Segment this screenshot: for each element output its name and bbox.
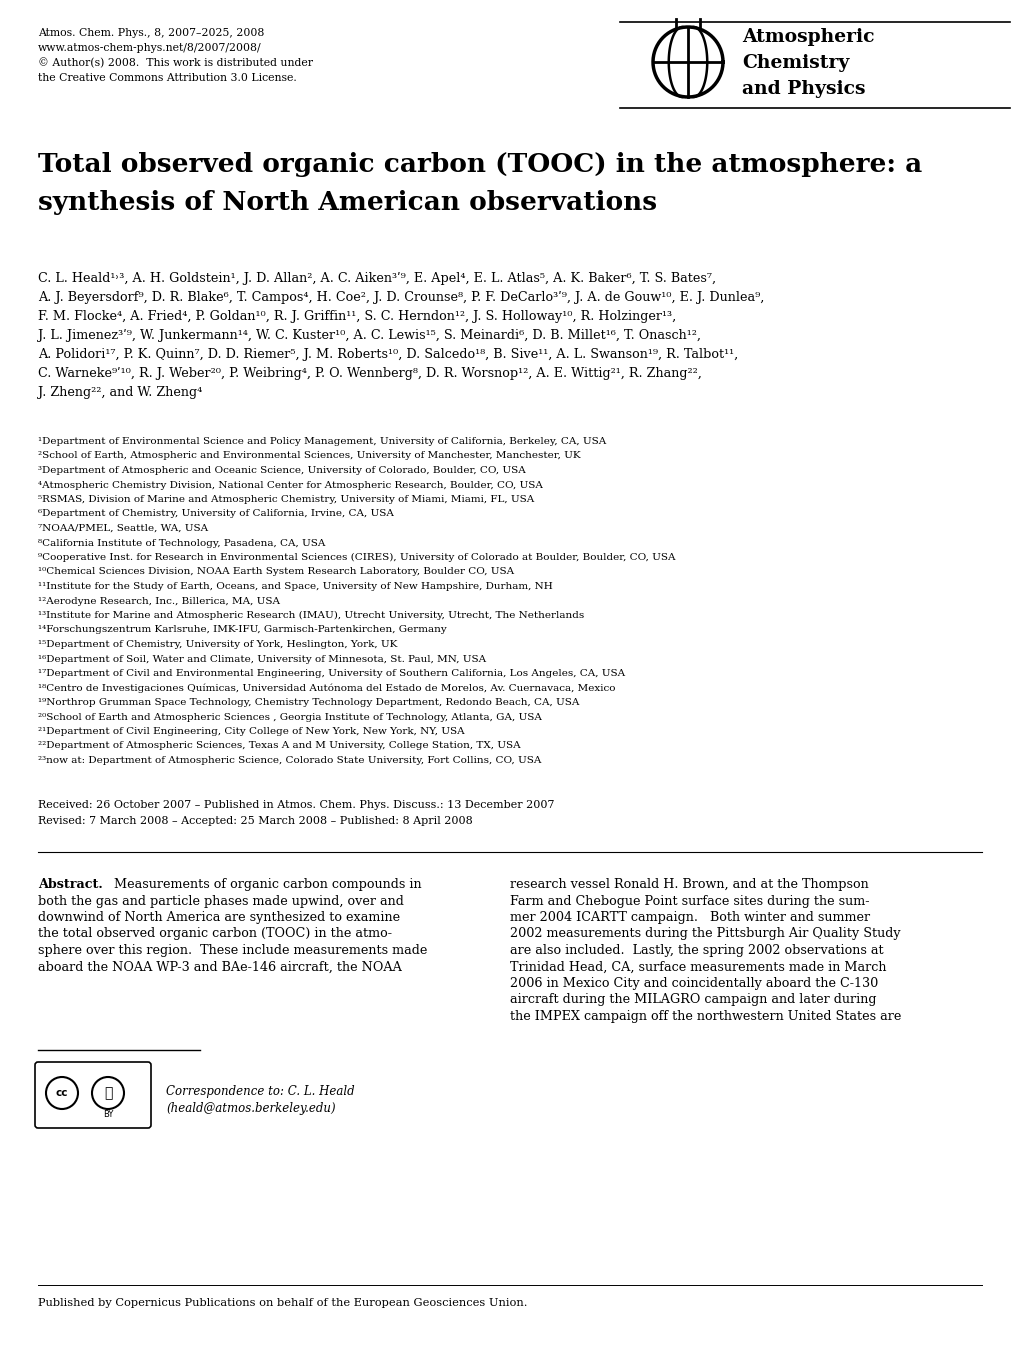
Text: sphere over this region.  These include measurements made: sphere over this region. These include m… (38, 944, 427, 958)
Text: Received: 26 October 2007 – Published in Atmos. Chem. Phys. Discuss.: 13 Decembe: Received: 26 October 2007 – Published in… (38, 800, 554, 810)
Text: A. J. Beyersdorf⁹, D. R. Blake⁶, T. Campos⁴, H. Coe², J. D. Crounse⁸, P. F. DeCa: A. J. Beyersdorf⁹, D. R. Blake⁶, T. Camp… (38, 291, 763, 304)
Text: www.atmos-chem-phys.net/8/2007/2008/: www.atmos-chem-phys.net/8/2007/2008/ (38, 43, 261, 52)
Text: cc: cc (56, 1088, 68, 1098)
Text: research vessel Ronald H. Brown, and at the Thompson: research vessel Ronald H. Brown, and at … (510, 878, 868, 890)
Text: Revised: 7 March 2008 – Accepted: 25 March 2008 – Published: 8 April 2008: Revised: 7 March 2008 – Accepted: 25 Mar… (38, 816, 472, 826)
Text: C. L. Heald¹˒³, A. H. Goldstein¹, J. D. Allan², A. C. Aiken³ʹ⁹, E. Apel⁴, E. L. : C. L. Heald¹˒³, A. H. Goldstein¹, J. D. … (38, 272, 715, 285)
Text: BY: BY (103, 1110, 113, 1119)
Text: ²School of Earth, Atmospheric and Environmental Sciences, University of Manchest: ²School of Earth, Atmospheric and Enviro… (38, 452, 580, 460)
Text: Published by Copernicus Publications on behalf of the European Geosciences Union: Published by Copernicus Publications on … (38, 1298, 527, 1307)
Text: ²¹Department of Civil Engineering, City College of New York, New York, NY, USA: ²¹Department of Civil Engineering, City … (38, 728, 465, 736)
FancyBboxPatch shape (35, 1063, 151, 1128)
Text: ¹¹Institute for the Study of Earth, Oceans, and Space, University of New Hampshi: ¹¹Institute for the Study of Earth, Ocea… (38, 582, 552, 590)
Text: ²⁰School of Earth and Atmospheric Sciences , Georgia Institute of Technology, At: ²⁰School of Earth and Atmospheric Scienc… (38, 713, 541, 721)
Text: Trinidad Head, CA, surface measurements made in March: Trinidad Head, CA, surface measurements … (510, 960, 886, 974)
Text: synthesis of North American observations: synthesis of North American observations (38, 190, 656, 215)
Text: Correspondence to: C. L. Heald: Correspondence to: C. L. Heald (166, 1085, 355, 1098)
Text: ⁴Atmospheric Chemistry Division, National Center for Atmospheric Research, Bould: ⁴Atmospheric Chemistry Division, Nationa… (38, 480, 542, 490)
Text: ⁵RSMAS, Division of Marine and Atmospheric Chemistry, University of Miami, Miami: ⁵RSMAS, Division of Marine and Atmospher… (38, 495, 534, 504)
Text: ⁸California Institute of Technology, Pasadena, CA, USA: ⁸California Institute of Technology, Pas… (38, 538, 325, 547)
Text: ¹³Institute for Marine and Atmospheric Research (IMAU), Utrecht University, Utre: ¹³Institute for Marine and Atmospheric R… (38, 611, 584, 620)
Text: ¹⁵Department of Chemistry, University of York, Heslington, York, UK: ¹⁵Department of Chemistry, University of… (38, 640, 397, 650)
Text: ²³now at: Department of Atmospheric Science, Colorado State University, Fort Col: ²³now at: Department of Atmospheric Scie… (38, 756, 541, 765)
Text: both the gas and particle phases made upwind, over and: both the gas and particle phases made up… (38, 894, 404, 908)
Text: and Physics: and Physics (741, 79, 865, 98)
Text: (heald@atmos.berkeley.edu): (heald@atmos.berkeley.edu) (166, 1102, 335, 1115)
Text: ³Department of Atmospheric and Oceanic Science, University of Colorado, Boulder,: ³Department of Atmospheric and Oceanic S… (38, 465, 525, 475)
Text: © Author(s) 2008.  This work is distributed under: © Author(s) 2008. This work is distribut… (38, 58, 313, 69)
Text: ¹Department of Environmental Science and Policy Management, University of Califo: ¹Department of Environmental Science and… (38, 437, 605, 447)
Text: ¹⁸Centro de Investigaciones Químicas, Universidad Autónoma del Estado de Morelos: ¹⁸Centro de Investigaciones Químicas, Un… (38, 683, 614, 693)
Text: Atmospheric: Atmospheric (741, 28, 873, 46)
Text: the total observed organic carbon (TOOC) in the atmo-: the total observed organic carbon (TOOC)… (38, 928, 391, 940)
Text: ¹⁰Chemical Sciences Division, NOAA Earth System Research Laboratory, Boulder CO,: ¹⁰Chemical Sciences Division, NOAA Earth… (38, 568, 514, 577)
Text: A. Polidori¹⁷, P. K. Quinn⁷, D. D. Riemer⁵, J. M. Roberts¹⁰, D. Salcedo¹⁸, B. Si: A. Polidori¹⁷, P. K. Quinn⁷, D. D. Rieme… (38, 348, 738, 360)
Text: ²²Department of Atmospheric Sciences, Texas A and M University, College Station,: ²²Department of Atmospheric Sciences, Te… (38, 741, 520, 751)
Text: ¹⁶Department of Soil, Water and Climate, University of Minnesota, St. Paul, MN, : ¹⁶Department of Soil, Water and Climate,… (38, 655, 486, 663)
Text: ¹²Aerodyne Research, Inc., Billerica, MA, USA: ¹²Aerodyne Research, Inc., Billerica, MA… (38, 596, 280, 605)
Text: Measurements of organic carbon compounds in: Measurements of organic carbon compounds… (106, 878, 421, 890)
Text: ⁷NOAA/PMEL, Seattle, WA, USA: ⁷NOAA/PMEL, Seattle, WA, USA (38, 525, 208, 533)
Text: F. M. Flocke⁴, A. Fried⁴, P. Goldan¹⁰, R. J. Griffin¹¹, S. C. Herndon¹², J. S. H: F. M. Flocke⁴, A. Fried⁴, P. Goldan¹⁰, R… (38, 309, 676, 323)
Text: 2002 measurements during the Pittsburgh Air Quality Study: 2002 measurements during the Pittsburgh … (510, 928, 900, 940)
Text: ¹⁷Department of Civil and Environmental Engineering, University of Southern Cali: ¹⁷Department of Civil and Environmental … (38, 668, 625, 678)
Text: aboard the NOAA WP-3 and BAe-146 aircraft, the NOAA: aboard the NOAA WP-3 and BAe-146 aircraf… (38, 960, 401, 974)
Text: Total observed organic carbon (TOOC) in the atmosphere: a: Total observed organic carbon (TOOC) in … (38, 152, 921, 178)
Text: Farm and Chebogue Point surface sites during the sum-: Farm and Chebogue Point surface sites du… (510, 894, 868, 908)
Text: Abstract.: Abstract. (38, 878, 103, 890)
Text: ¹⁴Forschungszentrum Karlsruhe, IMK-IFU, Garmisch-Partenkirchen, Germany: ¹⁴Forschungszentrum Karlsruhe, IMK-IFU, … (38, 625, 446, 635)
Text: ¹⁹Northrop Grumman Space Technology, Chemistry Technology Department, Redondo Be: ¹⁹Northrop Grumman Space Technology, Che… (38, 698, 579, 707)
Text: Chemistry: Chemistry (741, 54, 849, 73)
Text: mer 2004 ICARTT campaign.   Both winter and summer: mer 2004 ICARTT campaign. Both winter an… (510, 911, 869, 924)
Text: are also included.  Lastly, the spring 2002 observations at: are also included. Lastly, the spring 20… (510, 944, 882, 958)
Text: Ⓑ: Ⓑ (104, 1085, 112, 1100)
Text: aircraft during the MILAGRO campaign and later during: aircraft during the MILAGRO campaign and… (510, 994, 875, 1006)
Text: the Creative Commons Attribution 3.0 License.: the Creative Commons Attribution 3.0 Lic… (38, 73, 297, 83)
Text: downwind of North America are synthesized to examine: downwind of North America are synthesize… (38, 911, 399, 924)
Text: ⁶Department of Chemistry, University of California, Irvine, CA, USA: ⁶Department of Chemistry, University of … (38, 510, 393, 519)
Text: J. Zheng²², and W. Zheng⁴: J. Zheng²², and W. Zheng⁴ (38, 386, 202, 399)
Text: the IMPEX campaign off the northwestern United States are: the IMPEX campaign off the northwestern … (510, 1010, 901, 1024)
Text: Atmos. Chem. Phys., 8, 2007–2025, 2008: Atmos. Chem. Phys., 8, 2007–2025, 2008 (38, 28, 264, 38)
Text: 2006 in Mexico City and coincidentally aboard the C-130: 2006 in Mexico City and coincidentally a… (510, 976, 877, 990)
Text: ⁹Cooperative Inst. for Research in Environmental Sciences (CIRES), University of: ⁹Cooperative Inst. for Research in Envir… (38, 553, 675, 562)
Text: J. L. Jimenez³ʹ⁹, W. Junkermann¹⁴, W. C. Kuster¹⁰, A. C. Lewis¹⁵, S. Meinardi⁶, : J. L. Jimenez³ʹ⁹, W. Junkermann¹⁴, W. C.… (38, 330, 700, 342)
Text: C. Warneke⁹ʹ¹⁰, R. J. Weber²⁰, P. Weibring⁴, P. O. Wennberg⁸, D. R. Worsnop¹², A: C. Warneke⁹ʹ¹⁰, R. J. Weber²⁰, P. Weibri… (38, 367, 701, 381)
